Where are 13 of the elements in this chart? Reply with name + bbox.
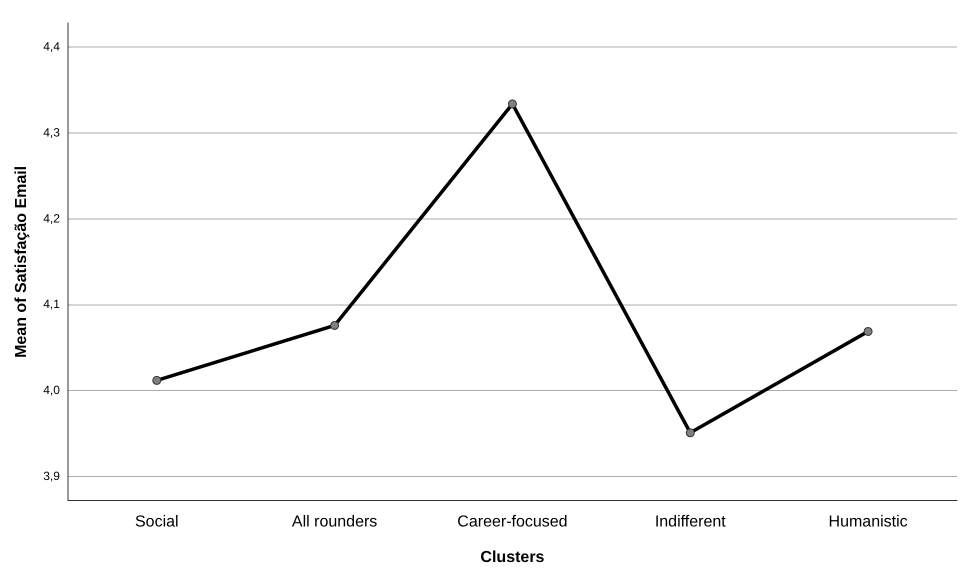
y-tick-label: 4,4 [43,40,60,54]
x-tick-label: Career-focused [457,514,568,531]
x-tick-label: All rounders [292,514,378,531]
y-tick-label: 4,0 [43,383,60,398]
y-tick-label: 4,2 [43,211,60,226]
y-tick-label: 4,3 [43,125,60,140]
x-tick-label: Social [135,514,179,531]
y-tick-label: 4,1 [43,297,60,312]
x-tick-label: Humanistic [828,514,908,531]
y-axis-title: Mean of Satisfação Email [13,166,30,358]
x-axis-title: Clusters [480,548,545,566]
y-tick-label: 3,9 [43,468,60,483]
x-tick-label: Indifferent [654,514,726,531]
